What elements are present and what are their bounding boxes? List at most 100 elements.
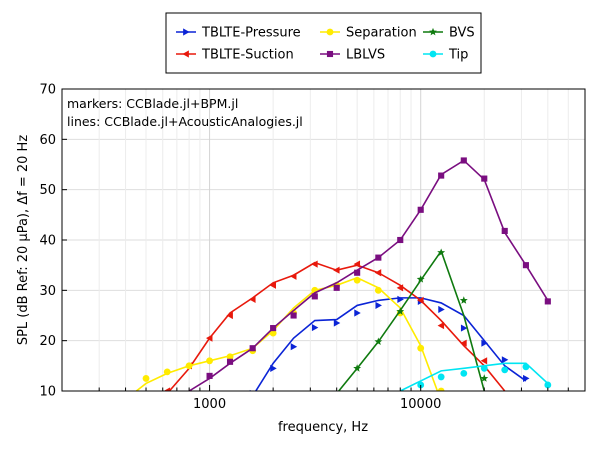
legend-item: LBLVS	[320, 48, 385, 63]
y-tick-label: 50	[39, 183, 56, 198]
data-point	[544, 381, 552, 389]
data-point	[163, 387, 171, 391]
data-point	[270, 364, 277, 372]
data-point	[522, 363, 530, 371]
data-point	[206, 372, 213, 379]
legend-label: TBLTE-Pressure	[201, 26, 301, 41]
data-point	[397, 295, 404, 303]
axis-ticks: 10 20 30 40 50 60 70 1000 10000	[39, 83, 569, 412]
data-point	[270, 325, 277, 332]
x-tick-label: 1000	[193, 397, 226, 412]
data-point	[353, 364, 362, 372]
y-tick-label: 20	[39, 334, 56, 349]
series-bvs	[333, 248, 489, 399]
legend-label: BVS	[449, 26, 475, 41]
legend-swatch-marker	[182, 50, 189, 58]
data-point	[311, 323, 319, 332]
legend-label: LBLVS	[346, 48, 385, 63]
data-point	[375, 301, 382, 310]
data-point	[269, 329, 277, 337]
series-tip	[399, 362, 552, 391]
data-point	[417, 381, 425, 389]
data-point	[290, 312, 297, 319]
data-point	[544, 298, 551, 305]
annotation-markers: markers: CCBlade.jl+BPM.jl	[67, 96, 238, 111]
series-tblte-pressure	[249, 295, 530, 391]
data-point	[480, 357, 488, 365]
legend-item: TBLTE-Pressure	[176, 26, 301, 41]
y-tick-label: 30	[39, 284, 56, 299]
data-point	[226, 311, 233, 320]
y-tick-label: 70	[39, 83, 56, 98]
legend-item: BVS	[423, 26, 475, 41]
data-point	[205, 334, 213, 342]
series-line	[188, 159, 549, 391]
series-line	[254, 297, 527, 391]
series-line	[135, 276, 439, 391]
data-point	[417, 206, 424, 213]
data-point	[437, 321, 445, 330]
series-lblvs	[188, 157, 551, 391]
data-point	[374, 337, 383, 346]
data-point	[353, 276, 361, 284]
data-point	[163, 368, 171, 376]
y-tick-label: 60	[39, 133, 56, 148]
legend-swatch-marker	[326, 50, 334, 58]
data-point	[374, 269, 382, 277]
legend-item: TBLTE-Suction	[176, 48, 294, 63]
x-axis-label: frequency, Hz	[278, 420, 368, 435]
series-layer	[135, 157, 552, 399]
series-line	[337, 249, 486, 391]
data-point	[185, 362, 193, 370]
data-point	[375, 254, 382, 261]
data-point	[501, 366, 509, 374]
data-point	[333, 319, 341, 327]
data-point	[522, 262, 529, 269]
data-point	[460, 369, 468, 377]
data-point	[501, 356, 509, 364]
legend-swatch-marker	[429, 50, 437, 58]
y-tick-label: 40	[39, 234, 56, 249]
data-point	[249, 295, 256, 303]
legend-label: TBLTE-Suction	[201, 48, 294, 63]
data-point	[311, 260, 318, 268]
data-point	[333, 392, 341, 399]
data-point	[459, 296, 468, 304]
data-point	[480, 374, 489, 382]
legend-swatch-marker	[326, 28, 334, 36]
data-point	[311, 293, 318, 300]
data-point	[396, 307, 405, 315]
grid	[62, 89, 585, 391]
legend-label: Tip	[448, 48, 468, 63]
data-point	[438, 305, 445, 314]
data-point	[480, 364, 488, 372]
legend-frame	[165, 12, 482, 74]
data-point	[416, 275, 425, 283]
legend: TBLTE-Pressure Separation BVS TBLTE-Suction…	[165, 12, 482, 74]
data-point	[290, 343, 298, 351]
data-point	[206, 357, 213, 365]
legend-swatch-marker	[429, 27, 437, 36]
data-point	[460, 157, 467, 164]
legend-swatch-marker	[183, 28, 190, 36]
data-point	[354, 309, 361, 317]
annotation-lines: lines: CCBlade.jl+AcousticAnalogies.jl	[67, 114, 303, 129]
data-point	[460, 324, 468, 332]
y-tick-label: 10	[39, 385, 56, 400]
series-tblte-suction	[163, 260, 506, 391]
data-point	[354, 269, 361, 276]
legend-item: Tip	[423, 48, 468, 63]
data-point	[333, 284, 340, 291]
data-point	[333, 266, 340, 274]
data-point	[437, 387, 445, 391]
data-point	[353, 260, 361, 268]
data-point	[396, 284, 404, 292]
data-point	[481, 175, 488, 182]
data-point	[397, 236, 404, 244]
data-point	[226, 353, 234, 361]
legend-item: Separation	[320, 26, 417, 41]
data-point	[438, 172, 445, 179]
x-tick-label: 10000	[400, 397, 441, 412]
data-point	[226, 358, 234, 365]
